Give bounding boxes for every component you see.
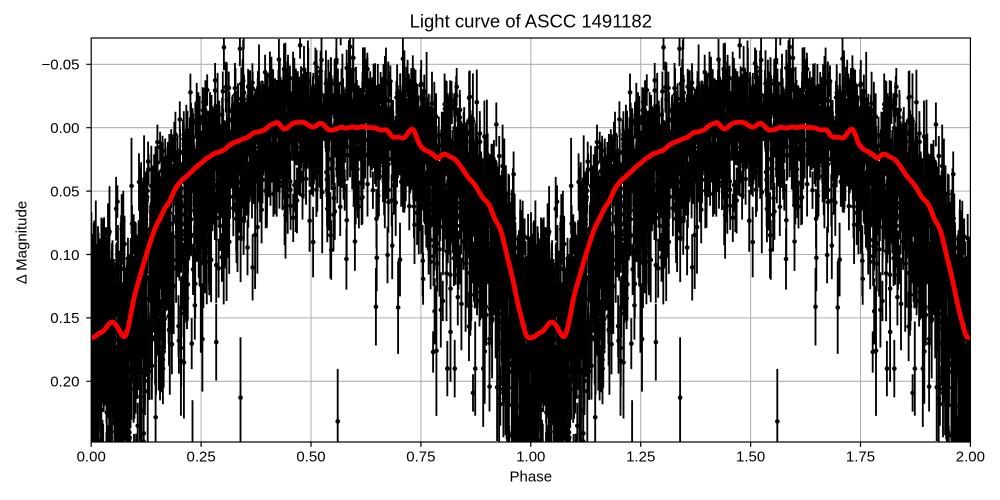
svg-text:0.00: 0.00	[50, 120, 79, 137]
svg-text:1.75: 1.75	[846, 448, 875, 465]
svg-text:0.20: 0.20	[50, 374, 79, 391]
svg-text:0.50: 0.50	[296, 448, 325, 465]
svg-text:1.25: 1.25	[626, 448, 655, 465]
svg-text:−0.05: −0.05	[42, 57, 80, 74]
svg-text:1.50: 1.50	[736, 448, 765, 465]
svg-text:Light curve of ASCC 1491182: Light curve of ASCC 1491182	[410, 11, 652, 32]
svg-text:0.75: 0.75	[406, 448, 435, 465]
svg-text:2.00: 2.00	[956, 448, 985, 465]
svg-text:Δ Magnitude: Δ Magnitude	[14, 201, 31, 284]
svg-text:1.00: 1.00	[516, 448, 545, 465]
svg-text:Phase: Phase	[510, 469, 553, 486]
svg-text:0.05: 0.05	[50, 183, 79, 200]
svg-text:0.10: 0.10	[50, 247, 79, 264]
svg-text:0.25: 0.25	[186, 448, 215, 465]
svg-text:0.00: 0.00	[77, 448, 106, 465]
svg-text:0.15: 0.15	[50, 310, 79, 327]
